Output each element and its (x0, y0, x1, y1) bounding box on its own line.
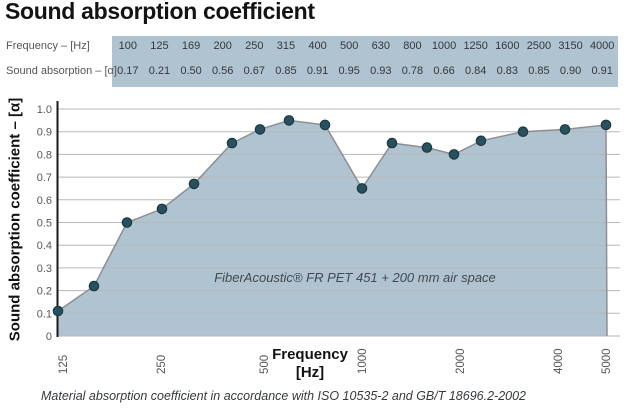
table-row-label-absorption: Sound absorption – [α] (6, 65, 117, 77)
absorption-cell: 0.56 (211, 65, 234, 77)
data-point-marker (559, 124, 571, 135)
data-line (57, 119, 608, 337)
absorption-cell: 0.50 (180, 65, 202, 77)
x-tick-label: 250 (156, 355, 168, 374)
frequency-cell: 315 (276, 40, 296, 52)
data-point-marker (386, 137, 398, 149)
absorption-cell: 0.91 (306, 65, 329, 77)
absorption-cell: 0.21 (148, 65, 171, 77)
y-tick-label: 0.5 (37, 218, 52, 230)
data-point-marker (156, 203, 168, 215)
absorption-cell: 0.67 (243, 65, 266, 77)
absorption-cell: 0.85 (275, 65, 297, 77)
data-point-marker (421, 142, 433, 153)
frequency-cell: 800 (403, 40, 422, 52)
y-tick-label: 0.3 (37, 263, 52, 275)
frequency-cell: 3150 (558, 40, 583, 52)
y-tick-label: 0.6 (37, 195, 52, 207)
table-row-label-frequency: Frequency – [Hz] (6, 40, 90, 52)
x-axis-label-line1: Frequency (272, 346, 348, 363)
y-tick-label: 0 (46, 331, 52, 343)
absorption-cell: 0.17 (117, 65, 139, 77)
frequency-cell: 1600 (495, 40, 520, 52)
x-axis-label-line2: [Hz] (295, 364, 325, 381)
data-point-marker (517, 126, 529, 137)
data-point-marker (283, 115, 295, 126)
frequency-cell: 2500 (526, 40, 552, 52)
x-tick-label: 5000 (601, 348, 613, 374)
y-tick-label: 0.1 (37, 308, 52, 320)
data-point-marker (448, 149, 460, 160)
absorption-cell: 0.66 (433, 65, 455, 77)
series-annotation: FiberAcoustic® FR PET 451 + 200 mm air s… (214, 270, 496, 285)
frequency-cell: 100 (118, 40, 137, 52)
data-point-marker (356, 183, 368, 194)
data-point-marker (600, 119, 612, 131)
data-point-marker (88, 280, 100, 292)
y-tick-label: 0.8 (37, 149, 52, 161)
x-tick-label: 4000 (553, 348, 565, 374)
table-row-absorption-values: 0.17 0.21 0.50 0.56 0.67 0.85 0.91 0.95 0.93 0.78… (112, 65, 618, 77)
data-point-marker (226, 137, 238, 149)
y-tick-label: 0.7 (37, 172, 52, 184)
frequency-cell: 200 (213, 40, 232, 52)
y-tick-label: 0.9 (37, 127, 52, 139)
frequency-cell: 125 (150, 40, 169, 52)
page-title: Sound absorption coefficient (5, 0, 315, 24)
frequency-cell: 169 (181, 40, 201, 52)
frequency-cell: 1000 (431, 40, 457, 52)
data-point-marker (121, 217, 133, 228)
data-point-marker (254, 124, 266, 135)
frequency-cell: 250 (245, 40, 264, 52)
absorption-cell: 0.84 (464, 65, 487, 77)
frequency-cell: 1250 (463, 40, 488, 52)
absorption-cell: 0.91 (591, 65, 613, 77)
x-axis-label: Frequency [Hz] (252, 346, 368, 382)
chart-caption: Material absorption coefficient in accor… (41, 389, 527, 403)
absorption-cell: 0.93 (370, 65, 392, 77)
absorption-cell: 0.83 (496, 65, 519, 77)
y-tick-label: 0.4 (37, 240, 52, 252)
y-tick-label: 0.2 (37, 286, 52, 298)
frequency-cell: 400 (308, 40, 327, 52)
y-axis-label: Sound absorption coefficient – [α] (6, 97, 24, 342)
frequency-cell: 4000 (589, 40, 615, 52)
area-fill (58, 120, 607, 337)
table-row-frequency-values: 100 125 169 200 250 315 400 500 630 800 1000 1250 16… (112, 40, 618, 52)
absorption-cell: 0.78 (401, 65, 424, 77)
x-tick-label: 1000 (357, 348, 369, 374)
absorption-cell: 0.95 (338, 65, 360, 77)
x-tick-label: 2000 (455, 348, 467, 374)
absorption-cell: 0.90 (559, 65, 582, 77)
frequency-cell: 500 (340, 40, 359, 52)
table-band (112, 36, 618, 87)
data-point-marker (52, 305, 64, 317)
data-point-marker (319, 119, 331, 131)
data-point-marker (475, 135, 487, 147)
x-tick-label: 125 (58, 355, 70, 374)
frequency-cell: 630 (371, 40, 390, 52)
absorption-cell: 0.85 (528, 65, 550, 77)
y-tick-label: 1.0 (37, 104, 52, 116)
data-point-marker (188, 178, 200, 190)
x-tick-label: 500 (259, 355, 271, 374)
